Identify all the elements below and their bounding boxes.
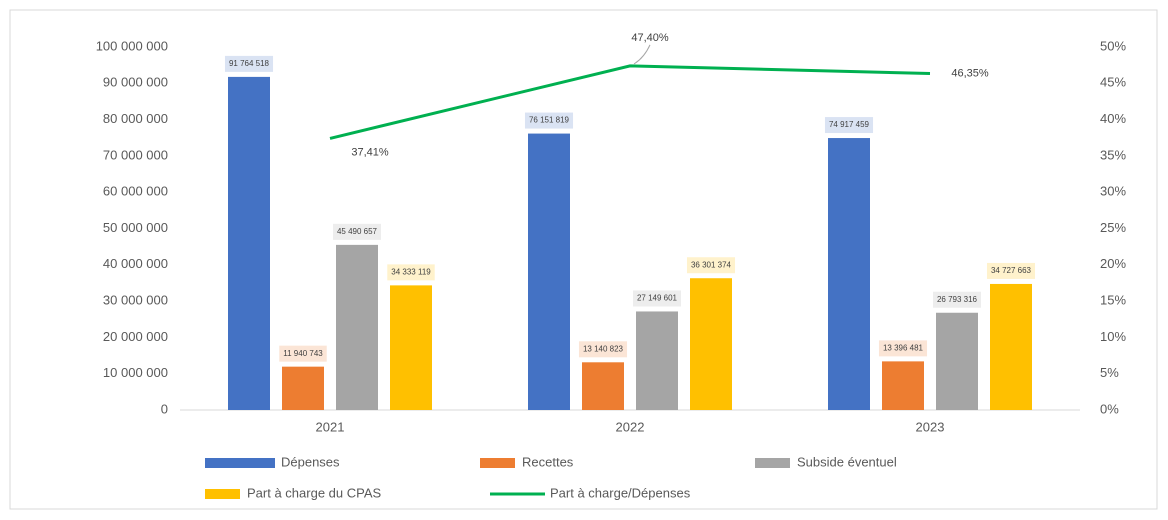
- bar: [390, 285, 432, 410]
- data-label: 37,41%: [351, 146, 389, 158]
- bar: [336, 244, 378, 410]
- legend-label: Dépenses: [281, 454, 340, 469]
- y2-tick-label: 30%: [1100, 184, 1126, 199]
- y-tick-label: 40 000 000: [103, 256, 168, 271]
- data-label: 45 490 657: [337, 227, 378, 236]
- x-tick-label: 2023: [916, 419, 945, 434]
- y-tick-label: 90 000 000: [103, 75, 168, 90]
- y-tick-label: 80 000 000: [103, 111, 168, 126]
- data-label-bg: [224, 55, 274, 72]
- chart-frame: [9, 9, 1158, 510]
- data-label: 36 301 374: [691, 260, 732, 269]
- bar: [990, 283, 1032, 410]
- y2-tick-label: 50%: [1100, 38, 1126, 53]
- bar: [882, 361, 924, 410]
- data-label: 11 940 743: [283, 349, 323, 358]
- data-label: 13 396 481: [883, 343, 924, 352]
- bar: [936, 312, 978, 410]
- y-tick-label: 60 000 000: [103, 184, 168, 199]
- data-label-bg: [878, 340, 928, 357]
- bar: [282, 366, 324, 410]
- y2-tick-label: 0%: [1100, 401, 1119, 416]
- data-label: 34 727 663: [991, 266, 1032, 275]
- data-label: 26 793 316: [937, 295, 978, 304]
- y-tick-label: 10 000 000: [103, 365, 168, 380]
- data-label: 91 764 518: [229, 59, 270, 68]
- data-label-bg: [524, 112, 574, 129]
- x-tick-label: 2022: [616, 419, 645, 434]
- data-label: 76 151 819: [529, 116, 570, 125]
- y-tick-label: 30 000 000: [103, 293, 168, 308]
- legend-label: Recettes: [522, 454, 574, 469]
- data-label-bg: [632, 290, 682, 307]
- y2-tick-label: 40%: [1100, 111, 1126, 126]
- data-label: 34 333 119: [391, 267, 431, 276]
- data-label-bg: [578, 341, 628, 358]
- legend-swatch: [755, 458, 790, 468]
- y2-tick-label: 15%: [1100, 293, 1126, 308]
- y-tick-label: 20 000 000: [103, 329, 168, 344]
- data-label: 47,40%: [631, 32, 669, 44]
- y2-tick-label: 35%: [1100, 147, 1126, 162]
- data-label-bg: [387, 264, 435, 281]
- bar: [828, 138, 870, 410]
- legend-swatch: [480, 458, 515, 468]
- y2-tick-label: 20%: [1100, 256, 1126, 271]
- data-label-bg: [279, 345, 327, 362]
- data-label: 27 149 601: [637, 294, 678, 303]
- y2-tick-label: 45%: [1100, 75, 1126, 90]
- data-label-bg: [332, 223, 382, 240]
- data-label-bg: [824, 117, 874, 134]
- y-tick-label: 50 000 000: [103, 220, 168, 235]
- y-tick-label: 70 000 000: [103, 147, 168, 162]
- data-label: 46,35%: [951, 67, 989, 79]
- bar: [636, 311, 678, 410]
- bar: [690, 278, 732, 410]
- bar: [582, 362, 624, 410]
- legend-label: Subside éventuel: [797, 454, 897, 469]
- x-tick-label: 2021: [316, 419, 345, 434]
- y2-tick-label: 10%: [1100, 329, 1126, 344]
- data-label: 74 917 459: [829, 120, 870, 129]
- legend-swatch: [205, 458, 275, 468]
- data-label-bg: [932, 291, 982, 308]
- data-label-bg: [986, 262, 1036, 279]
- y-tick-label: 100 000 000: [96, 38, 168, 53]
- data-label: 13 140 823: [583, 344, 624, 353]
- leader-line: [633, 44, 651, 65]
- legend-swatch: [205, 489, 240, 499]
- bar: [528, 133, 570, 410]
- y2-tick-label: 5%: [1100, 365, 1119, 380]
- legend-label: Part à charge/Dépenses: [550, 485, 691, 500]
- legend-label: Part à charge du CPAS: [247, 485, 381, 500]
- bar: [228, 76, 270, 410]
- line: [329, 64, 931, 140]
- data-label-bg: [686, 257, 736, 274]
- y2-tick-label: 25%: [1100, 220, 1126, 235]
- y-tick-label: 0: [161, 401, 168, 416]
